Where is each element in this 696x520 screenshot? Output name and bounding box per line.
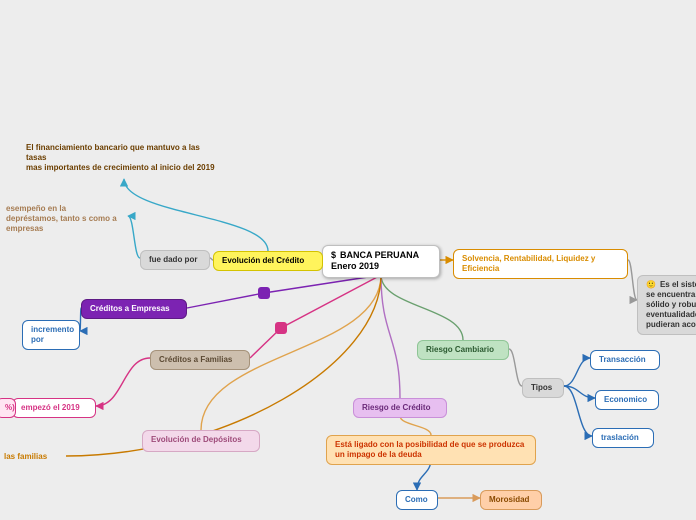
edge-solvencia-sistema	[628, 260, 637, 300]
node-desemp[interactable]: esempeño en la depréstamos, tanto s como…	[0, 200, 128, 238]
node-credfam[interactable]: Créditos a Familias	[150, 350, 250, 370]
node-label: BANCA PERUANAEnero 2019	[331, 250, 419, 271]
node-label: incremento por	[31, 325, 74, 344]
node-credemp[interactable]: Créditos a Empresas	[81, 299, 187, 319]
node-transac[interactable]: Transacción	[590, 350, 660, 370]
node-riesgo_cred[interactable]: Riesgo de Crédito	[353, 398, 447, 418]
node-label: las familias	[4, 452, 47, 461]
edge-credfam-empezo	[96, 358, 150, 406]
node-label: esempeño en la depréstamos, tanto s como…	[6, 204, 117, 233]
edge-root-credemp	[187, 275, 381, 308]
node-econom[interactable]: Economico	[595, 390, 659, 410]
node-label: Créditos a Empresas	[90, 304, 170, 313]
connector-bubble	[275, 322, 287, 334]
node-label: Tipos	[531, 383, 552, 392]
node-label: fue dado por	[149, 255, 197, 264]
edge-tipos-trasl	[564, 386, 592, 436]
node-label: Transacción	[599, 355, 646, 364]
node-ligado[interactable]: Está ligado con la posibilidad de que se…	[326, 435, 536, 465]
node-label: %)	[5, 403, 15, 412]
node-fuedado[interactable]: fue dado por	[140, 250, 210, 270]
node-root[interactable]: $BANCA PERUANAEnero 2019	[322, 245, 440, 278]
node-label: Evolución de Depósitos	[151, 435, 242, 444]
node-label: El financiamiento bancario que mantuvo a…	[26, 143, 215, 172]
node-riesgo_camb[interactable]: Riesgo Cambiario	[417, 340, 509, 360]
node-label: Solvencia, Rentabilidad, Liquidez y Efic…	[462, 254, 595, 273]
node-evolucion[interactable]: Evolución del Crédito	[213, 251, 323, 271]
edge-tipos-econom	[564, 386, 595, 398]
node-label: traslación	[601, 433, 639, 442]
node-moros[interactable]: Morosidad	[480, 490, 542, 510]
node-incremento[interactable]: incremento por	[22, 320, 80, 350]
connector-bubble	[258, 287, 270, 299]
edge-riesgo_cred-ligado	[400, 416, 431, 435]
edge-root-riesgo_camb	[381, 275, 463, 340]
node-sistema[interactable]: 🙂Es el sistema bancario que se encuentra…	[637, 275, 696, 335]
node-como[interactable]: Como	[396, 490, 438, 510]
node-icon: 🙂	[646, 280, 656, 289]
node-financ[interactable]: El financiamiento bancario que mantuvo a…	[18, 139, 230, 179]
node-label: Créditos a Familias	[159, 355, 232, 364]
node-trasl[interactable]: traslación	[592, 428, 654, 448]
node-solvencia[interactable]: Solvencia, Rentabilidad, Liquidez y Efic…	[453, 249, 628, 279]
edge-root-riesgo_cred	[381, 275, 400, 398]
edge-evolucion-financ	[124, 179, 268, 251]
node-label: Morosidad	[489, 495, 529, 504]
node-label: Como	[405, 495, 428, 504]
node-label: empezó el 2019	[21, 403, 80, 412]
node-empezo[interactable]: empezó el 2019	[12, 398, 96, 418]
node-icon: $	[331, 250, 336, 260]
edge-tipos-transac	[564, 358, 590, 386]
node-lasfam[interactable]: las familias	[0, 448, 66, 466]
node-label: Riesgo de Crédito	[362, 403, 430, 412]
node-evoldep[interactable]: Evolución de Depósitos	[142, 430, 260, 452]
edge-root-credfam	[250, 275, 381, 358]
edge-riesgo_camb-tipos	[509, 349, 522, 386]
node-label: Riesgo Cambiario	[426, 345, 494, 354]
edge-fuedado-desemp	[128, 216, 140, 258]
node-label: Está ligado con la posibilidad de que se…	[335, 440, 524, 459]
node-label: Evolución del Crédito	[222, 256, 304, 265]
node-pct[interactable]: %)	[0, 398, 16, 418]
node-tipos[interactable]: Tipos	[522, 378, 564, 398]
node-label: Economico	[604, 395, 647, 404]
